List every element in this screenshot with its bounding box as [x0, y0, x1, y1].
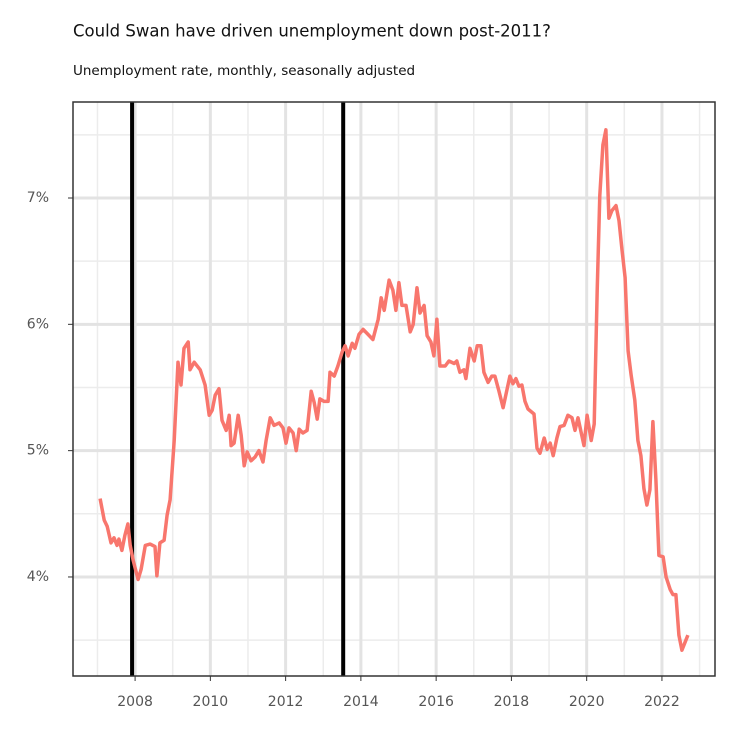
x-tick-label: 2016 [418, 694, 454, 710]
x-tick-label: 2008 [117, 694, 153, 710]
y-tick-label: 5% [27, 443, 49, 459]
plot-border [72, 101, 716, 677]
x-tick-label: 2020 [569, 694, 605, 710]
x-tick-label: 2012 [268, 694, 304, 710]
y-tick-label: 7% [27, 190, 49, 206]
chart-title: Could Swan have driven unemployment down… [73, 22, 551, 41]
data-line [98, 128, 690, 652]
x-tick-label: 2022 [644, 694, 680, 710]
x-tick-label: 2014 [343, 694, 379, 710]
x-tick-label: 2018 [494, 694, 530, 710]
chart-subtitle: Unemployment rate, monthly, seasonally a… [73, 63, 415, 79]
y-tick-label: 6% [27, 316, 49, 332]
x-tick-label: 2010 [193, 694, 229, 710]
y-tick-label: 4% [27, 569, 49, 585]
